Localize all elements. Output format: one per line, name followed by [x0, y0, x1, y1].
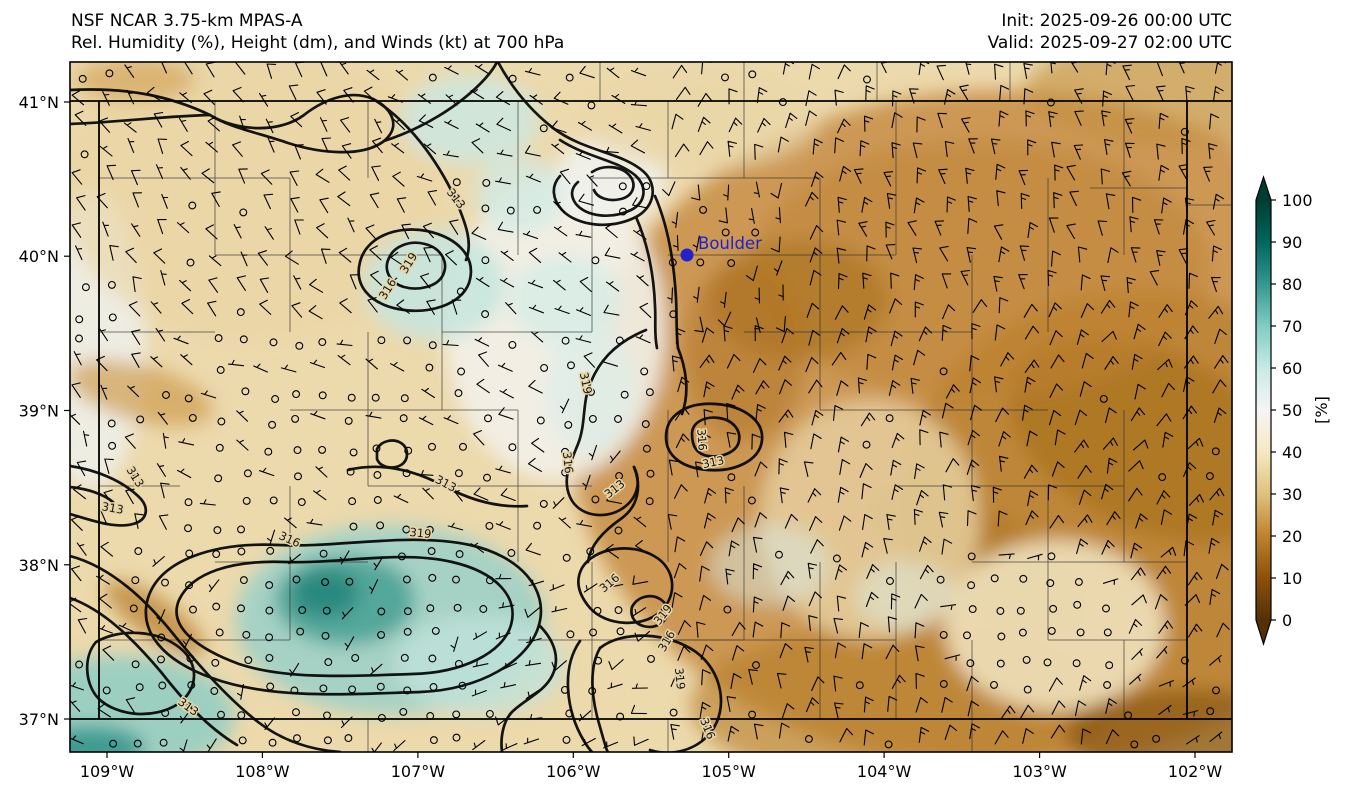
colorbar-tick-label: 100 [1282, 191, 1313, 210]
colorbar-tick-label: 0 [1282, 611, 1292, 630]
colorbar-tick-label: 20 [1282, 527, 1302, 546]
height-contours [70, 62, 764, 752]
x-tick-label: 109°W [80, 762, 135, 781]
contour-label: 313 [701, 453, 725, 471]
model-title: NSF NCAR 3.75-km MPAS-A [71, 11, 303, 31]
contour-label: 313 [101, 499, 125, 517]
x-tick-label: 103°W [1012, 762, 1067, 781]
colorbar-axis-label: [%] [1312, 396, 1331, 424]
x-tick-label: 104°W [857, 762, 912, 781]
colorbar-tick-label: 50 [1282, 401, 1302, 420]
colorbar-tick-label: 10 [1282, 569, 1302, 588]
y-tick-label: 41°N [19, 93, 59, 112]
colorbar-tick-label: 80 [1282, 275, 1302, 294]
wind-barbs [70, 62, 1230, 752]
contour-label: 316 [560, 451, 576, 474]
colorbar-tick-label: 60 [1282, 359, 1302, 378]
x-tick-label: 107°W [391, 762, 446, 781]
contour-label: 319 [577, 371, 595, 395]
axes-frame [69, 61, 1233, 753]
init-time: Init: 2025-09-26 00:00 UTC [1001, 11, 1232, 31]
y-tick-label: 39°N [19, 402, 59, 421]
x-tick-label: 106°W [546, 762, 601, 781]
x-tick-label: 108°W [235, 762, 290, 781]
county-boundaries [99, 62, 1232, 752]
x-tick-label: 105°W [702, 762, 757, 781]
contour-label: 319 [672, 667, 688, 690]
valid-time: Valid: 2025-09-27 02:00 UTC [987, 33, 1232, 53]
colorbar: 0 10 20 30 40 50 60 70 80 90 100 [%] [1255, 175, 1331, 647]
run-times: Init: 2025-09-26 00:00 UTC Valid: 2025-09… [988, 10, 1232, 54]
colorbar-tick-label: 40 [1282, 443, 1302, 462]
field-title: Rel. Humidity (%), Height (dm), and Wind… [71, 33, 565, 53]
colorbar-tick-label: 30 [1282, 485, 1302, 504]
boulder-label: Boulder [698, 234, 762, 253]
axis-ticks: 109°W 108°W 107°W 106°W 105°W 104°W 103°W 102°W… [19, 93, 1223, 781]
x-tick-label: 102°W [1168, 762, 1223, 781]
rh-field-blobs [70, 62, 1232, 752]
boulder-marker [680, 248, 694, 262]
y-tick-label: 37°N [19, 710, 59, 729]
colorbar-tick-label: 70 [1282, 317, 1302, 336]
figure-title: NSF NCAR 3.75-km MPAS-A Rel. Humidity (%)… [71, 10, 564, 54]
contour-label: 319 [409, 525, 432, 541]
colorbar-tick-label: 90 [1282, 233, 1302, 252]
y-tick-label: 40°N [19, 247, 59, 266]
contour-label: 316 [694, 428, 709, 451]
y-tick-label: 38°N [19, 556, 59, 575]
